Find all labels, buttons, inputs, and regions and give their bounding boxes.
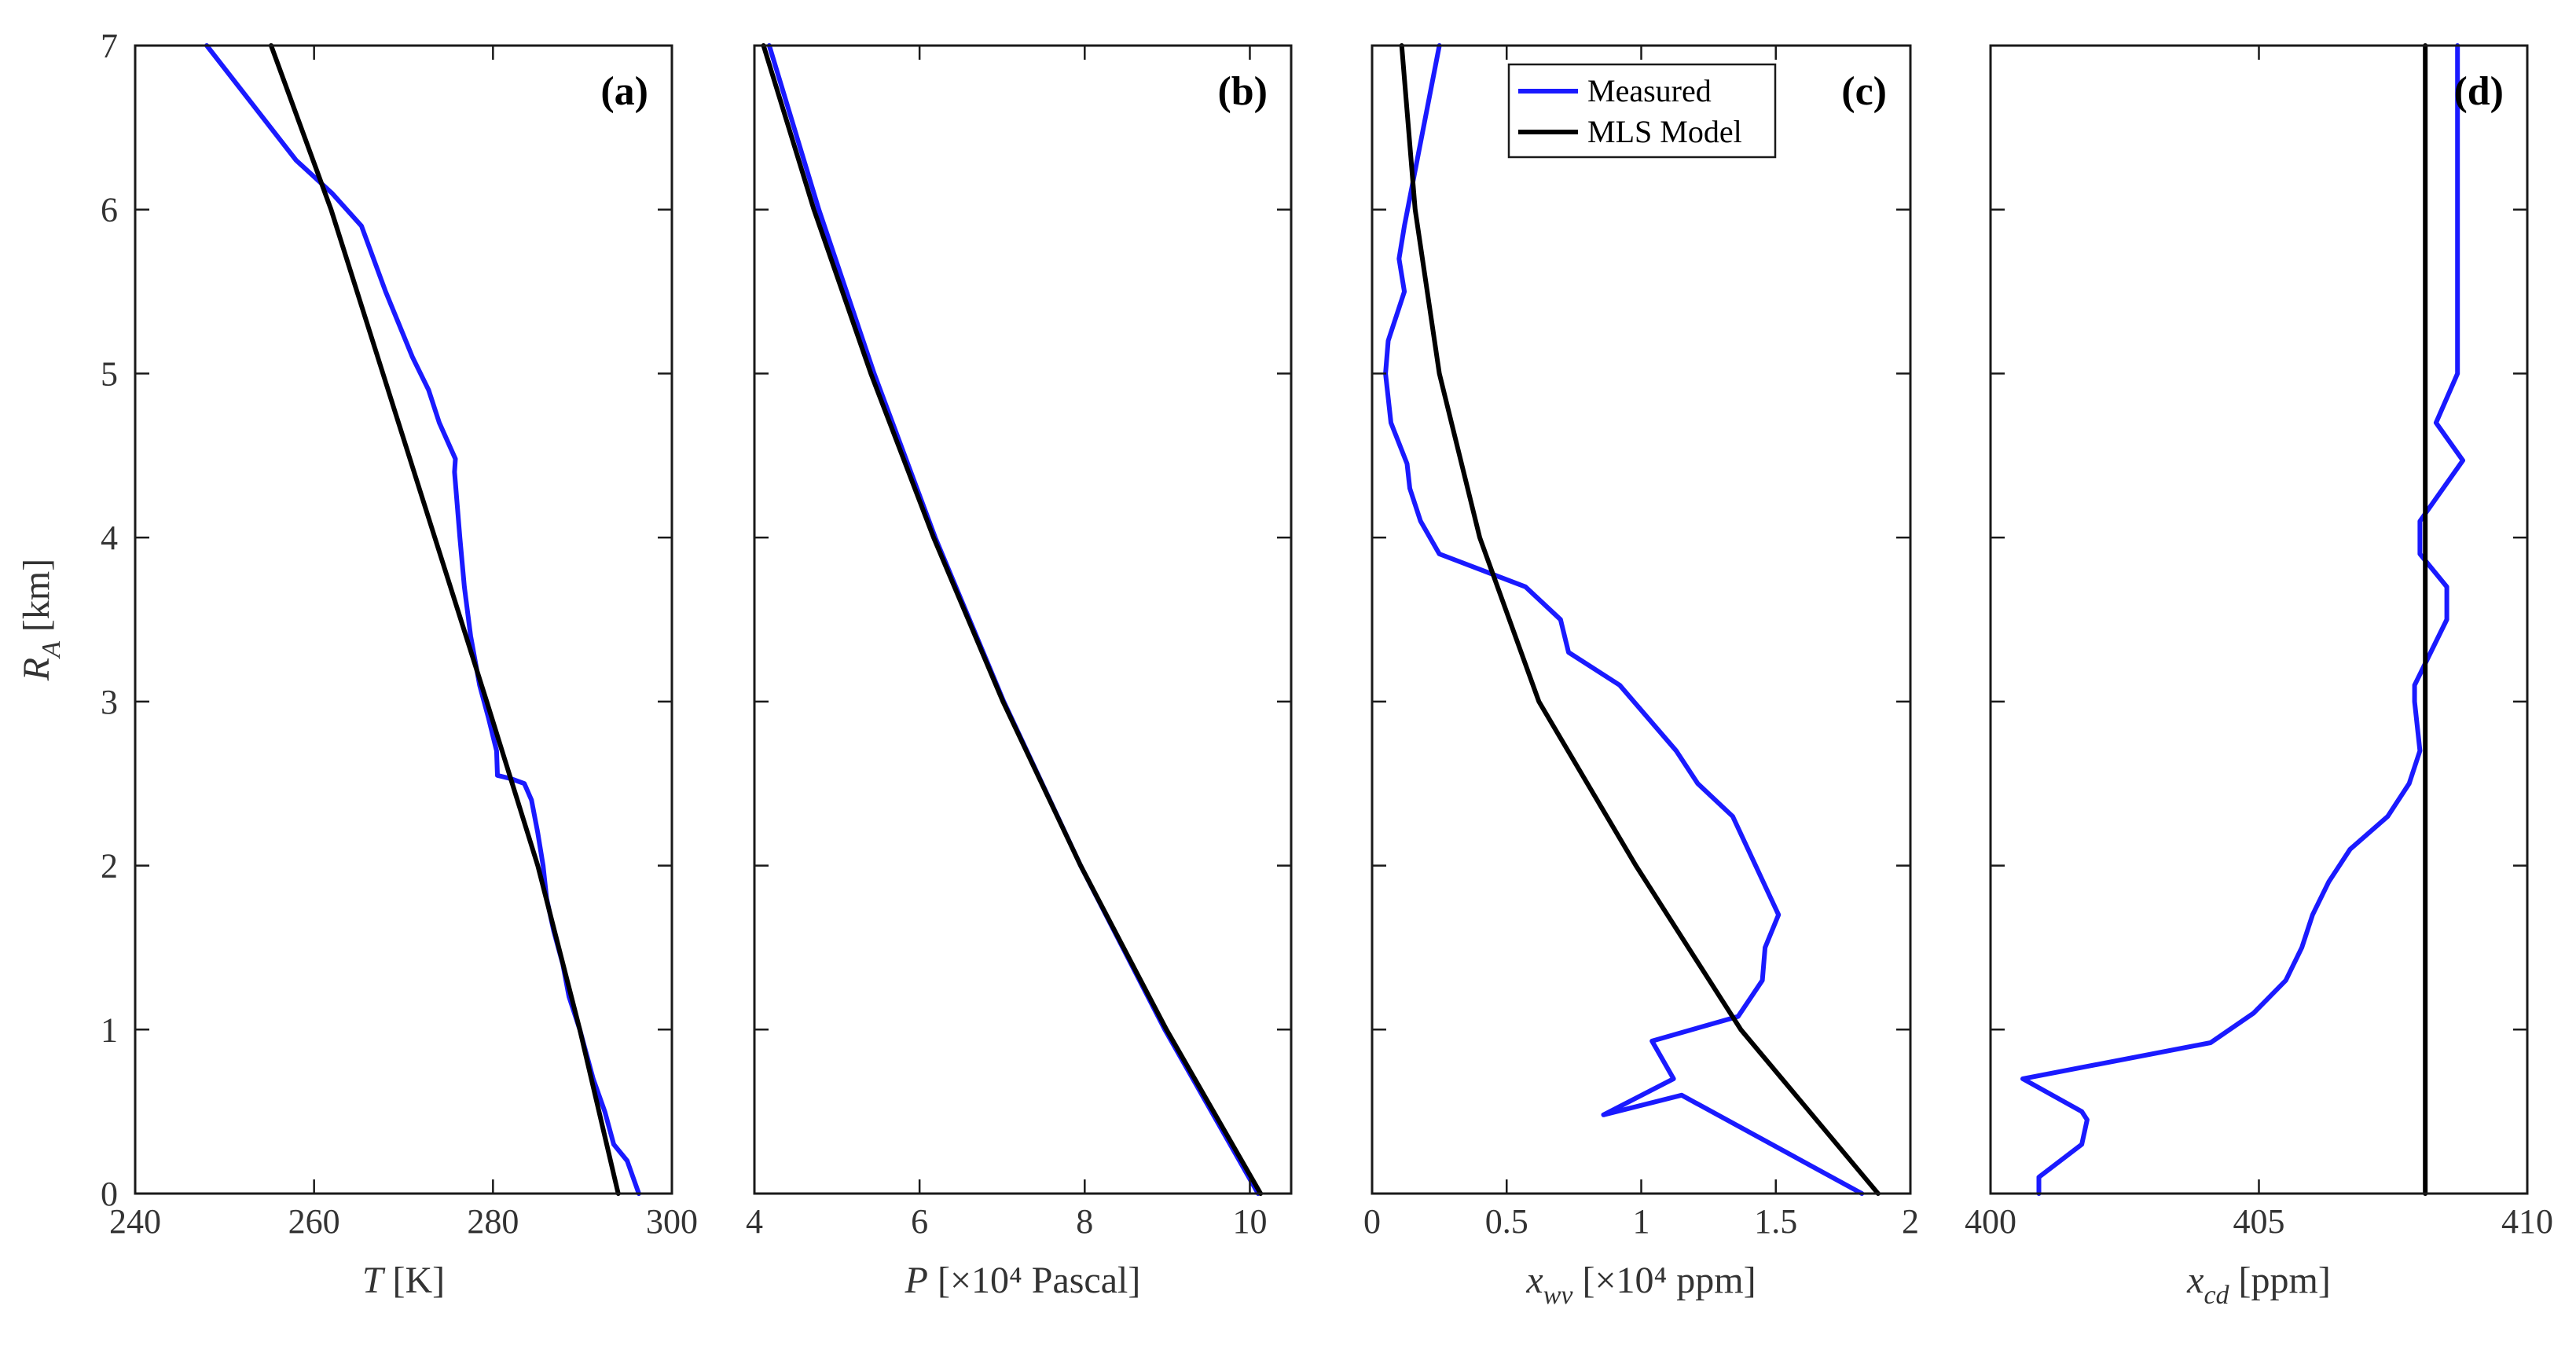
- x-tick-label: 4: [746, 1202, 763, 1241]
- x-axis-label-symbol: x: [1525, 1260, 1543, 1301]
- series-mls-model-line: [761, 43, 1264, 1196]
- y-tick-label: 5: [101, 354, 118, 393]
- x-tick-label: 0.5: [1485, 1202, 1528, 1241]
- legend-label: MLS Model: [1587, 114, 1742, 149]
- x-axis-label-subscript: cd: [2204, 1281, 2229, 1310]
- y-axis-label-unit: [km]: [16, 559, 57, 641]
- series-measured-line: [204, 43, 641, 1196]
- series-measured-line: [766, 43, 1260, 1196]
- series-measured-line: [1383, 43, 1865, 1196]
- x-axis-label-symbol: x: [2186, 1260, 2204, 1301]
- x-axis-label-unit: [×10⁴ Pascal]: [928, 1260, 1140, 1301]
- legend-label: Measured: [1587, 73, 1712, 108]
- y-tick-label: 2: [101, 847, 118, 886]
- plot-frame: [134, 44, 673, 1195]
- y-tick-label: 0: [101, 1175, 118, 1213]
- x-tick-label: 1.5: [1754, 1202, 1797, 1241]
- x-axis-label-unit: [×10⁴ ppm]: [1572, 1260, 1756, 1301]
- series-mls-model-line: [1399, 43, 1881, 1196]
- x-axis-label-symbol: P: [905, 1260, 928, 1301]
- panel-label: (c): [1841, 69, 1887, 114]
- y-axis-label-subscript: A: [37, 641, 66, 659]
- x-axis-label-subscript: wv: [1543, 1281, 1574, 1310]
- y-axis-label: RA [km]: [16, 559, 66, 681]
- legend: Measured MLS Model: [1507, 63, 1777, 159]
- x-axis-label-unit: [ppm]: [2229, 1260, 2331, 1301]
- x-tick-label: 280: [467, 1202, 519, 1241]
- x-tick-label: 10: [1232, 1202, 1267, 1241]
- x-tick-label: 405: [2233, 1202, 2285, 1241]
- panel-c: 0 0.5 1 1.5 2 (c) xwv [×10⁴ ppm] Measured MLS Mo…: [1363, 43, 1919, 1310]
- panel-b: 4 6 8 10 (b) P [×10⁴ Pascal]: [746, 43, 1293, 1301]
- x-tick-label: 8: [1076, 1202, 1093, 1241]
- panel-label: (d): [2453, 69, 2504, 114]
- legend-box: [1507, 63, 1777, 159]
- series-mls-model-line: [269, 43, 621, 1196]
- x-axis-label: xwv [×10⁴ ppm]: [1525, 1260, 1756, 1310]
- panel-a: 240 260 280 300 0 1 2 3 4 5 6 7 (a) T [K] RA [km]: [16, 27, 698, 1301]
- x-tick-label: 260: [288, 1202, 340, 1241]
- y-tick-label: 6: [101, 191, 118, 229]
- x-axis-label: P [×10⁴ Pascal]: [905, 1260, 1141, 1301]
- x-axis-label-symbol: T: [362, 1260, 386, 1301]
- x-axis-label: xcd [ppm]: [2186, 1260, 2331, 1310]
- y-tick-label: 7: [101, 27, 118, 65]
- x-tick-label: 400: [1965, 1202, 2016, 1241]
- x-tick-label: 6: [911, 1202, 928, 1241]
- plot-frame: [1371, 44, 1912, 1195]
- panel-label: (b): [1217, 69, 1268, 114]
- x-axis-label: T [K]: [362, 1260, 445, 1301]
- x-tick-label: 240: [109, 1202, 161, 1241]
- series-measured-line: [2020, 43, 2465, 1196]
- y-axis-label-symbol: R: [16, 658, 57, 681]
- y-tick-label: 3: [101, 683, 118, 721]
- y-tick-label: 1: [101, 1010, 118, 1049]
- panel-label: (a): [600, 69, 648, 114]
- x-tick-label: 2: [1902, 1202, 1919, 1241]
- x-tick-label: 1: [1633, 1202, 1650, 1241]
- x-tick-label: 0: [1363, 1202, 1381, 1241]
- panel-d: 400 405 410 (d) xcd [ppm]: [1965, 43, 2553, 1310]
- plot-frame: [753, 44, 1293, 1195]
- y-tick-label: 4: [101, 519, 118, 557]
- x-tick-label: 410: [2501, 1202, 2553, 1241]
- x-tick-label: 300: [646, 1202, 698, 1241]
- x-axis-label-unit: [K]: [383, 1260, 446, 1301]
